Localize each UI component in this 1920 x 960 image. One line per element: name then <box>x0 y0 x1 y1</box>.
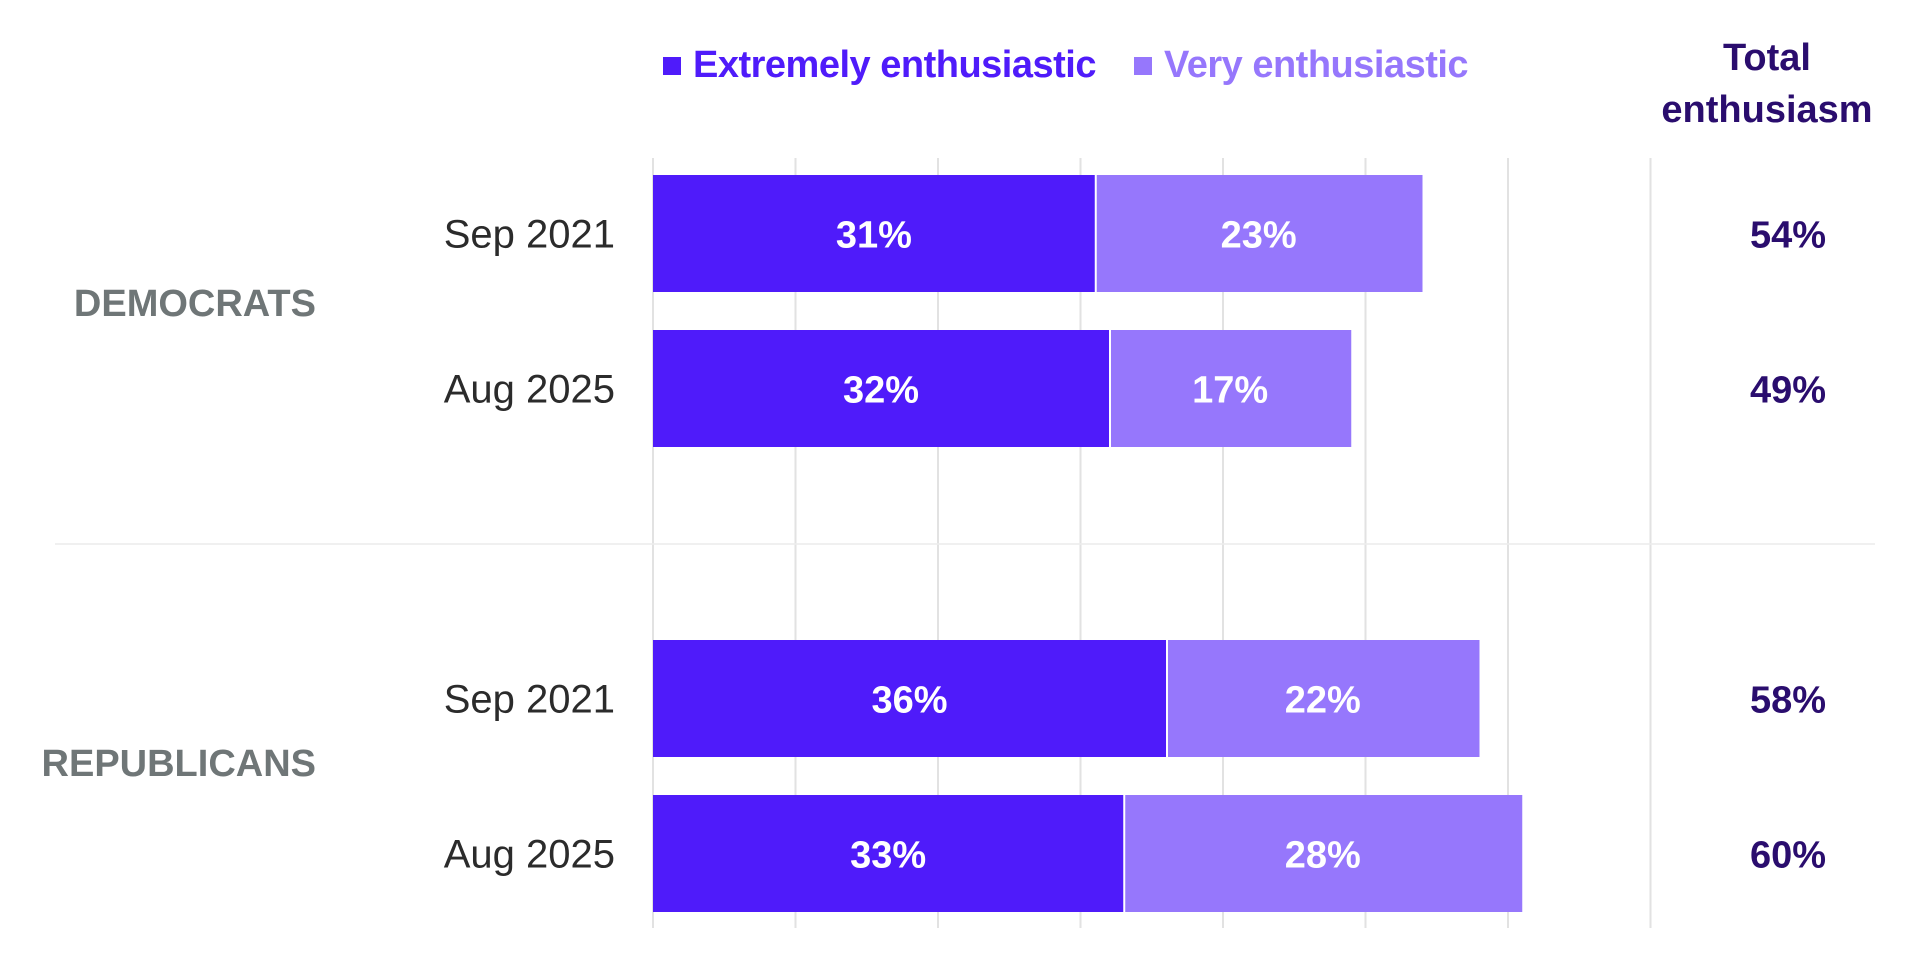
legend-label-very: Very enthusiastic <box>1163 44 1469 86</box>
bar-very <box>1111 330 1352 447</box>
total-enthusiasm-header: Total enthusiasm <box>1642 32 1892 136</box>
legend-label-extremely: Extremely enthusiastic <box>693 44 1096 86</box>
bar-extremely <box>653 795 1124 912</box>
data-label-very: 23% <box>1221 215 1297 257</box>
data-label-extremely: 33% <box>850 835 926 877</box>
row-label: Sep 2021 <box>444 213 615 257</box>
bar-extremely <box>653 330 1109 447</box>
total-value: 60% <box>1750 835 1826 877</box>
legend-swatch-very <box>1133 56 1152 75</box>
row-label: Sep 2021 <box>444 678 615 722</box>
bar-very <box>1168 640 1480 757</box>
total-header-line1: Total <box>1723 37 1811 79</box>
total-value: 54% <box>1750 215 1826 257</box>
group-label: DEMOCRATS <box>74 283 316 325</box>
bar-extremely <box>653 640 1166 757</box>
legend: Extremely enthusiastic Very enthusiastic <box>663 44 1506 87</box>
legend-item-very: Very enthusiastic <box>1133 44 1469 87</box>
data-label-extremely: 36% <box>871 680 947 722</box>
row-label: Aug 2025 <box>444 368 615 412</box>
legend-swatch-extremely <box>663 56 681 75</box>
data-label-very: 17% <box>1192 370 1268 412</box>
legend-item-extremely: Extremely enthusiastic <box>663 44 1096 87</box>
row-label: Aug 2025 <box>444 833 615 877</box>
bar-very <box>1125 795 1523 912</box>
bar-very <box>1096 175 1423 292</box>
group-label: REPUBLICANS <box>42 743 316 785</box>
data-label-extremely: 32% <box>843 370 919 412</box>
data-label-very: 22% <box>1285 680 1361 722</box>
total-header-line2: enthusiasm <box>1661 89 1873 131</box>
total-value: 49% <box>1750 370 1826 412</box>
data-label-very: 28% <box>1285 835 1361 877</box>
bar-extremely <box>653 175 1095 292</box>
data-label-extremely: 31% <box>836 215 912 257</box>
total-value: 58% <box>1750 680 1826 722</box>
